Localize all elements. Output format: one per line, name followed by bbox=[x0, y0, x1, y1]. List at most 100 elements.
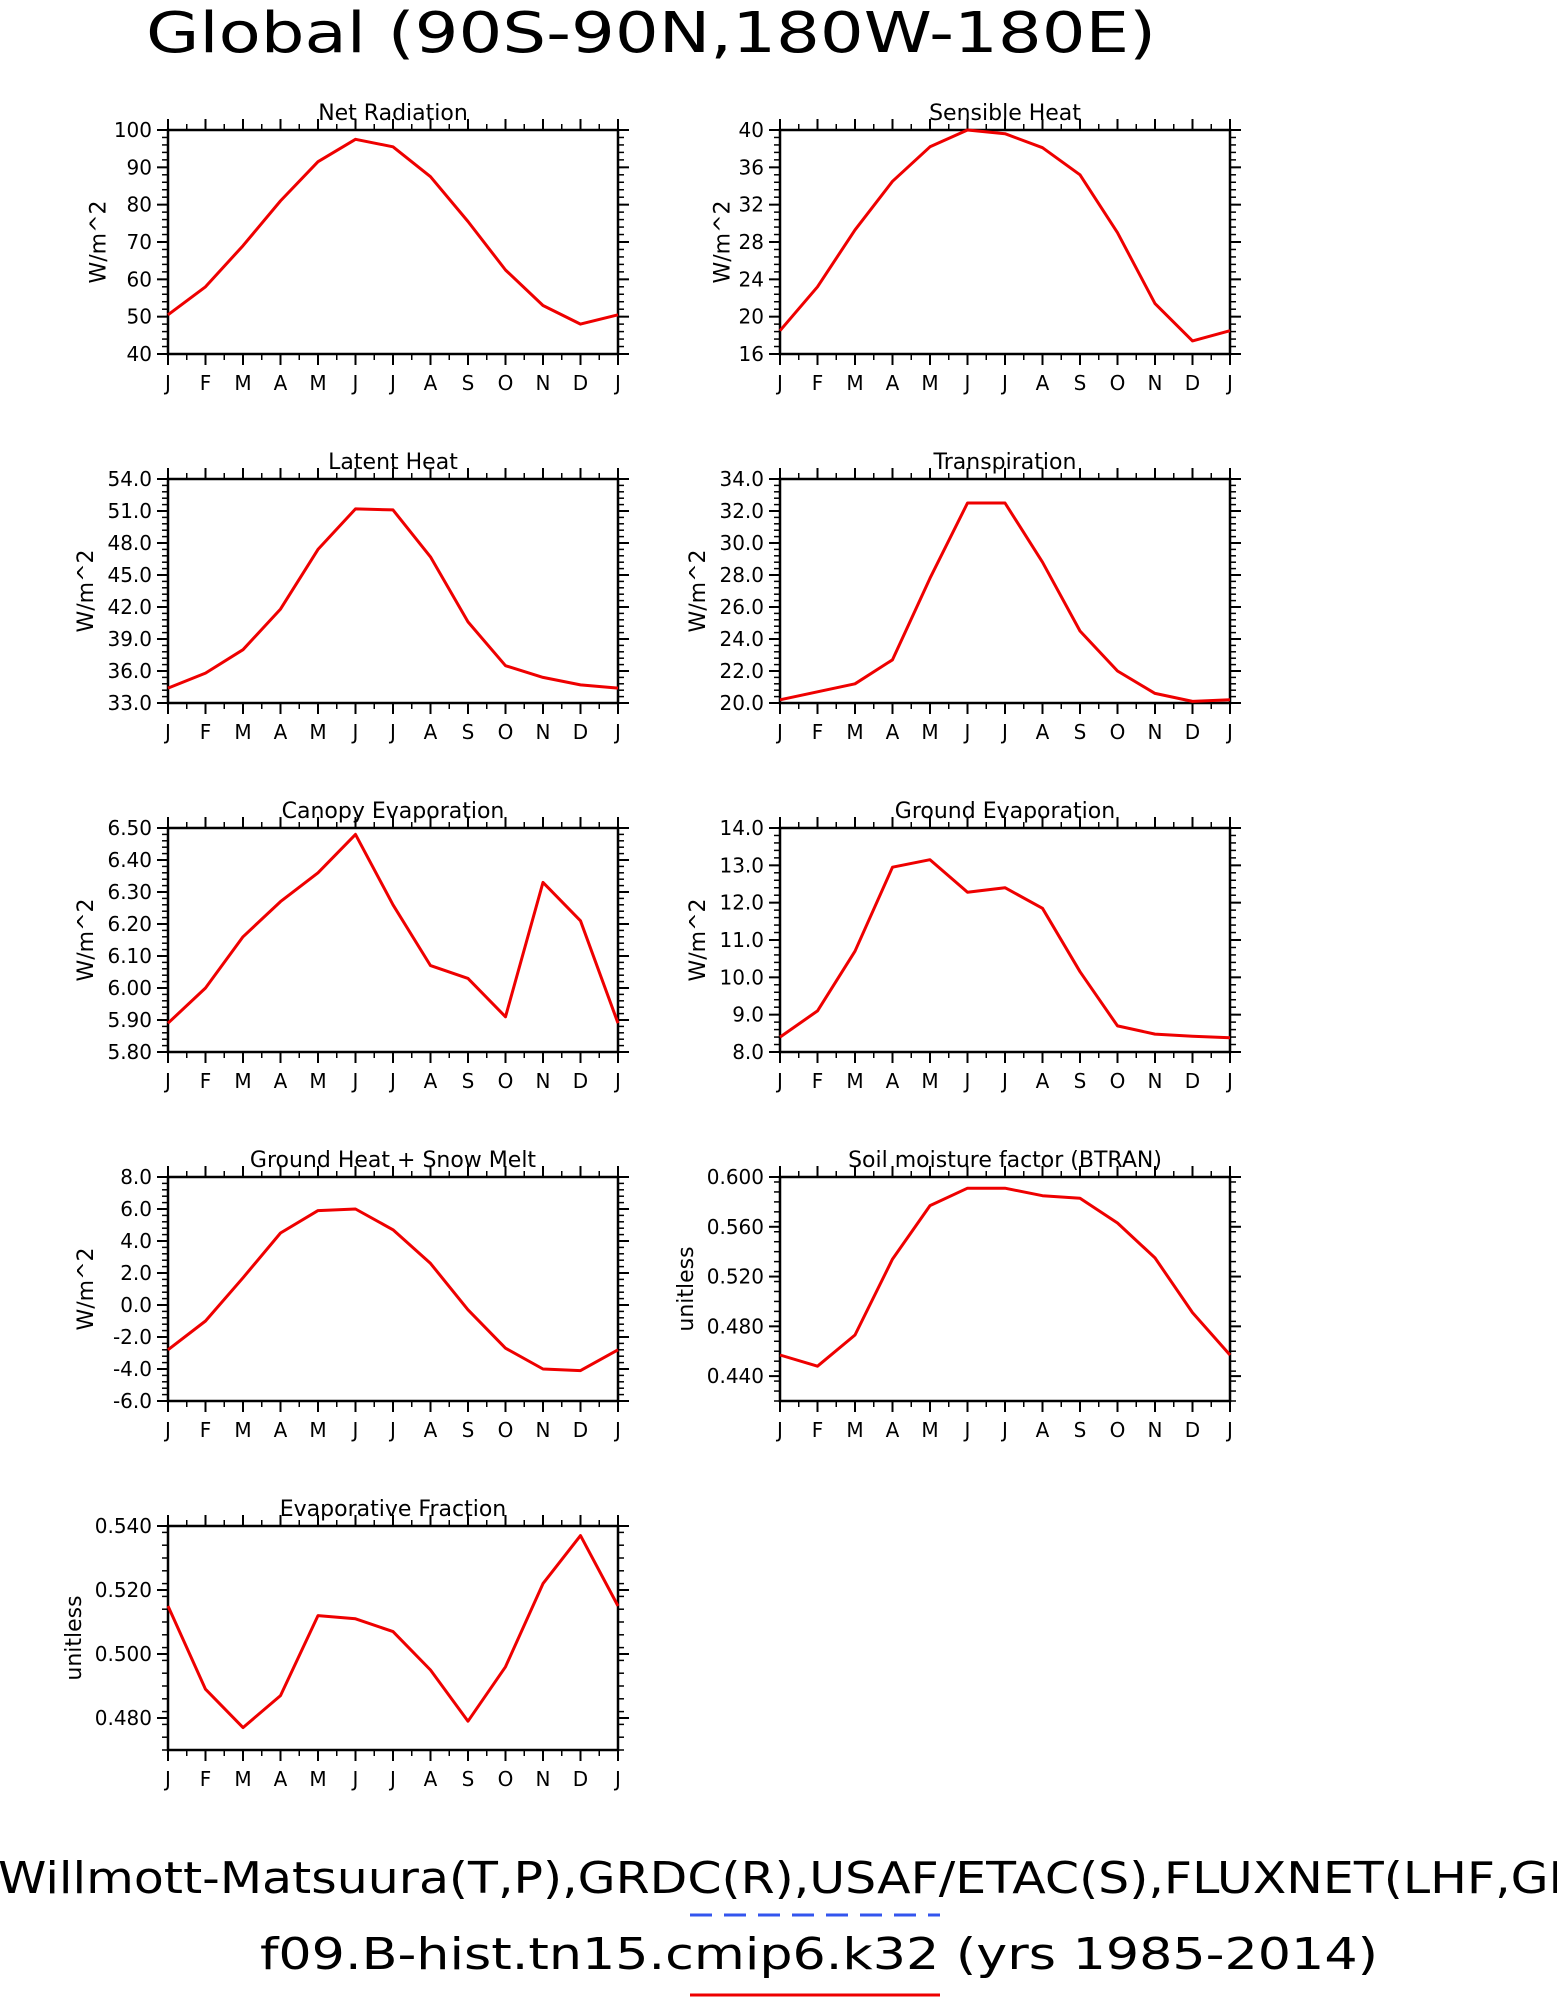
x-tick-label: M bbox=[309, 1767, 326, 1791]
y-tick-label: 40 bbox=[127, 342, 152, 366]
x-tick-label: J bbox=[163, 720, 171, 744]
x-tick-label: A bbox=[886, 1069, 900, 1093]
x-tick-label: S bbox=[462, 1069, 475, 1093]
x-tick-label: F bbox=[200, 371, 212, 395]
y-tick-label: 0.0 bbox=[120, 1293, 152, 1317]
plot-frame bbox=[166, 1524, 620, 1752]
series-line bbox=[779, 501, 1231, 703]
y-tick-label: 70 bbox=[127, 230, 152, 254]
x-tick-label: O bbox=[498, 371, 514, 395]
y-tick-label: 6.10 bbox=[107, 944, 152, 968]
x-tick-label: J bbox=[1225, 1418, 1233, 1442]
x-tick-label: J bbox=[388, 1069, 396, 1093]
y-tick-label: 4.0 bbox=[120, 1229, 152, 1253]
x-tick-label: M bbox=[921, 720, 938, 744]
x-tick-label: N bbox=[536, 1069, 551, 1093]
x-tick-label: M bbox=[921, 1418, 938, 1442]
x-tick-label: J bbox=[613, 1069, 621, 1093]
y-tick-label: 8.0 bbox=[120, 1165, 152, 1189]
x-tick-label: J bbox=[775, 1069, 783, 1093]
x-tick-label: M bbox=[309, 1418, 326, 1442]
series-line bbox=[779, 858, 1231, 1040]
y-tick-label: 0.480 bbox=[95, 1706, 152, 1730]
chart-panel: J F M A M J J A S O N D J8.09.010.011.012.013.014.0W… bbox=[686, 799, 1241, 1093]
x-tick-label: M bbox=[234, 1767, 251, 1791]
y-axis-label: W/m^2 bbox=[74, 1247, 99, 1330]
chart-panel: J F M A M J J A S O N D J33.036.039.042.045.048.051.… bbox=[74, 450, 629, 744]
x-tick-label: A bbox=[274, 371, 288, 395]
x-tick-label: J bbox=[963, 720, 971, 744]
x-tick-label: A bbox=[274, 1069, 288, 1093]
y-tick-label: 26.0 bbox=[719, 595, 764, 619]
y-tick-label: 11.0 bbox=[719, 928, 764, 952]
y-tick-label: 12.0 bbox=[719, 891, 764, 915]
y-tick-label: 42.0 bbox=[107, 595, 152, 619]
y-tick-label: 32 bbox=[739, 193, 764, 217]
y-tick-label: 0.480 bbox=[707, 1314, 764, 1338]
plot-frame bbox=[166, 128, 620, 356]
y-tick-label: 60 bbox=[127, 267, 152, 291]
x-tick-label: J bbox=[1225, 1069, 1233, 1093]
y-tick-label: 0.540 bbox=[95, 1514, 152, 1538]
y-tick-label: 10.0 bbox=[719, 965, 764, 989]
x-tick-label: J bbox=[351, 1767, 359, 1791]
x-tick-label: D bbox=[1185, 1418, 1200, 1442]
x-tick-label: J bbox=[1225, 720, 1233, 744]
x-tick-label: M bbox=[846, 1069, 863, 1093]
x-tick-label: A bbox=[1036, 1069, 1050, 1093]
x-tick-label: A bbox=[1036, 720, 1050, 744]
x-tick-label: S bbox=[1074, 720, 1087, 744]
x-tick-label: M bbox=[234, 1418, 251, 1442]
x-tick-label: A bbox=[424, 720, 438, 744]
chart-panel: J F M A M J J A S O N D J20.022.024.026.028.030.032.… bbox=[686, 450, 1241, 744]
x-tick-label: J bbox=[1000, 1418, 1008, 1442]
y-tick-label: 28.0 bbox=[719, 563, 764, 587]
x-tick-label: D bbox=[573, 371, 588, 395]
y-tick-label: 6.00 bbox=[107, 976, 152, 1000]
x-tick-label: J bbox=[775, 720, 783, 744]
x-tick-label: N bbox=[1148, 1069, 1163, 1093]
x-tick-label: J bbox=[1000, 1069, 1008, 1093]
x-tick-label: A bbox=[274, 1418, 288, 1442]
y-tick-label: 48.0 bbox=[107, 531, 152, 555]
y-tick-label: 0.520 bbox=[707, 1265, 764, 1289]
y-tick-label: 100 bbox=[114, 118, 152, 142]
x-tick-label: J bbox=[963, 1069, 971, 1093]
x-tick-label: S bbox=[1074, 371, 1087, 395]
x-tick-label: N bbox=[1148, 371, 1163, 395]
x-tick-label: F bbox=[200, 1767, 212, 1791]
y-tick-label: 6.40 bbox=[107, 848, 152, 872]
x-tick-label: O bbox=[1110, 1418, 1126, 1442]
y-tick-label: 0.500 bbox=[95, 1642, 152, 1666]
x-tick-label: J bbox=[388, 1767, 396, 1791]
x-tick-label: A bbox=[424, 1767, 438, 1791]
plot-frame bbox=[778, 477, 1232, 705]
series-line bbox=[167, 1207, 619, 1373]
x-tick-label: S bbox=[462, 720, 475, 744]
y-tick-label: 9.0 bbox=[732, 1003, 764, 1027]
panel-title: Ground Evaporation bbox=[895, 799, 1115, 824]
x-tick-label: N bbox=[536, 371, 551, 395]
x-tick-label: J bbox=[388, 371, 396, 395]
y-tick-label: 51.0 bbox=[107, 499, 152, 523]
series-line bbox=[779, 1186, 1232, 1368]
panel-title: Ground Heat + Snow Melt bbox=[250, 1148, 537, 1173]
y-tick-label: -6.0 bbox=[113, 1389, 152, 1413]
x-tick-label: F bbox=[200, 720, 212, 744]
x-tick-label: D bbox=[1185, 371, 1200, 395]
x-tick-label: J bbox=[351, 1418, 359, 1442]
x-tick-label: A bbox=[274, 1767, 288, 1791]
chart-panel: J F M A M J J A S O N D J16202428323640W/m^2Sensible… bbox=[711, 101, 1241, 395]
plot-frame bbox=[166, 1175, 620, 1403]
y-tick-label: 36 bbox=[739, 155, 764, 179]
x-tick-label: M bbox=[309, 1069, 326, 1093]
series-line bbox=[778, 128, 1231, 343]
chart-panel: J F M A M J J A S O N D J0.4400.4800.5200.5600.600un… bbox=[674, 1148, 1241, 1442]
series-line bbox=[166, 832, 620, 1025]
chart-panel: J F M A M J J A S O N D J-6.0-4.0-2.00.02.04.06.08.0… bbox=[74, 1148, 629, 1442]
x-tick-label: J bbox=[1225, 371, 1233, 395]
x-tick-label: M bbox=[234, 371, 251, 395]
x-tick-label: J bbox=[351, 371, 359, 395]
x-tick-label: A bbox=[1036, 371, 1050, 395]
y-tick-label: 22.0 bbox=[719, 659, 764, 683]
